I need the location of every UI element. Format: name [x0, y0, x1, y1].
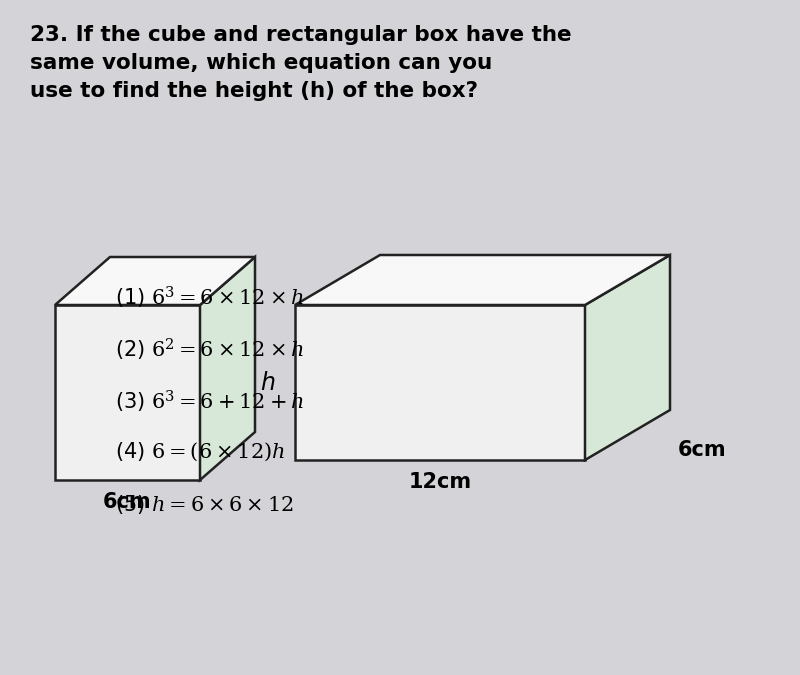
Polygon shape — [295, 255, 670, 305]
Polygon shape — [55, 257, 255, 305]
Polygon shape — [585, 255, 670, 460]
Text: (4) $6 = (6 \times 12)h$: (4) $6 = (6 \times 12)h$ — [115, 441, 285, 464]
Text: (1) $6^3 = 6 \times 12 \times h$: (1) $6^3 = 6 \times 12 \times h$ — [115, 285, 304, 311]
Text: 6cm: 6cm — [678, 440, 726, 460]
Text: h: h — [260, 371, 275, 394]
Text: 12cm: 12cm — [409, 472, 471, 492]
Polygon shape — [200, 257, 255, 480]
Text: (2) $6^2 = 6 \times 12 \times h$: (2) $6^2 = 6 \times 12 \times h$ — [115, 337, 304, 363]
Polygon shape — [55, 305, 200, 480]
Polygon shape — [295, 305, 585, 460]
Text: 6cm: 6cm — [103, 492, 152, 512]
Text: (5) $h = 6 \times 6 \times 12$: (5) $h = 6 \times 6 \times 12$ — [115, 493, 294, 516]
Text: (3) $6^3 = 6 + 12 + h$: (3) $6^3 = 6 + 12 + h$ — [115, 389, 304, 415]
Text: 23. If the cube and rectangular box have the
same volume, which equation can you: 23. If the cube and rectangular box have… — [30, 25, 572, 101]
